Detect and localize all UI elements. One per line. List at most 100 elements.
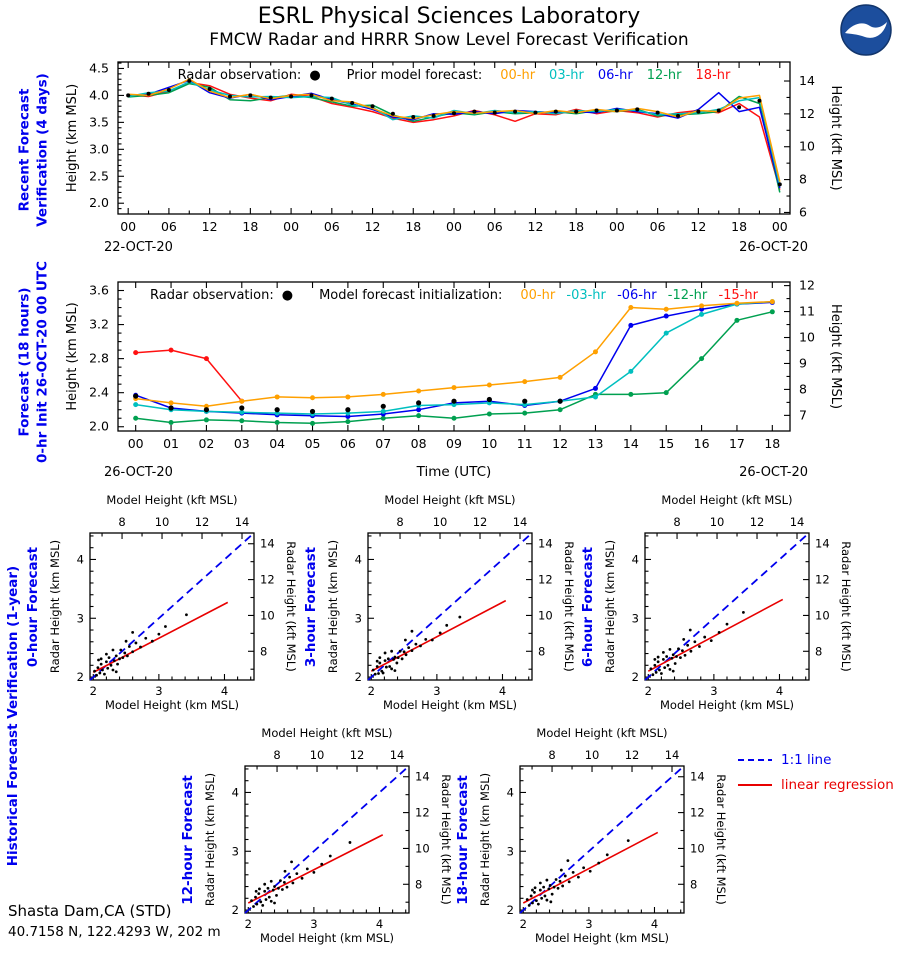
svg-text:2: 2 bbox=[355, 670, 362, 684]
svg-text:14: 14 bbox=[623, 436, 639, 451]
legend-one-to-one-row: 1:1 line bbox=[737, 752, 894, 768]
forecast-panel-side-label: Forecast (18 hours) 0-hr Init 26-OCT-20 … bbox=[16, 261, 51, 463]
svg-text:4: 4 bbox=[77, 552, 84, 566]
svg-text:Radar observation:●Model forec: Radar observation: ● Model forecast initia… bbox=[150, 288, 759, 303]
svg-text:15: 15 bbox=[658, 436, 674, 451]
svg-text:8: 8 bbox=[538, 644, 545, 658]
scatter-12hour-chart: 2 3 4 2 3 4 8 10 12 14 8 10 12 14 Model Height (kft MS… bbox=[203, 726, 453, 945]
svg-text:04: 04 bbox=[269, 436, 285, 451]
forecast-panel-side-label-line1: Forecast (18 hours) bbox=[16, 287, 33, 437]
svg-text:12: 12 bbox=[202, 219, 218, 234]
svg-text:3: 3 bbox=[77, 611, 84, 625]
svg-text:18: 18 bbox=[568, 219, 584, 234]
svg-text:10: 10 bbox=[310, 748, 325, 762]
svg-text:Model Height (km MSL): Model Height (km MSL) bbox=[383, 698, 517, 712]
svg-text:4.5: 4.5 bbox=[89, 60, 109, 75]
svg-text:8: 8 bbox=[118, 515, 125, 529]
svg-text:4: 4 bbox=[355, 552, 362, 566]
svg-text:06: 06 bbox=[487, 219, 503, 234]
svg-text:12: 12 bbox=[415, 806, 430, 820]
svg-text:4: 4 bbox=[499, 684, 506, 698]
svg-text:3.2: 3.2 bbox=[89, 317, 109, 332]
svg-text:6: 6 bbox=[799, 204, 807, 219]
forecast-18h-chart: 00 01 02 03 04 05 06 07 08 09 10 11 12 13 14 15 16 17 18 2.… bbox=[65, 278, 843, 480]
svg-text:3: 3 bbox=[507, 844, 514, 858]
svg-text:3: 3 bbox=[632, 611, 639, 625]
forecast-panel-side-label-line2: 0-hr Init 26-OCT-20 00 UTC bbox=[34, 260, 50, 464]
svg-text:2: 2 bbox=[368, 684, 375, 698]
svg-text:Model Height (kft MSL): Model Height (kft MSL) bbox=[261, 726, 392, 740]
svg-text:2: 2 bbox=[245, 917, 252, 931]
svg-text:12: 12 bbox=[528, 219, 544, 234]
one-to-one-line-sample bbox=[738, 759, 772, 761]
page-title: ESRL Physical Sciences Laboratory bbox=[257, 4, 641, 29]
svg-text:Model Height (km MSL): Model Height (km MSL) bbox=[260, 931, 394, 945]
svg-text:06: 06 bbox=[650, 219, 666, 234]
svg-text:Radar Height (kft MSL): Radar Height (kft MSL) bbox=[839, 541, 853, 671]
svg-text:18: 18 bbox=[405, 219, 421, 234]
svg-text:00: 00 bbox=[609, 219, 625, 234]
svg-text:10: 10 bbox=[155, 515, 170, 529]
svg-text:2: 2 bbox=[507, 903, 514, 917]
svg-text:4: 4 bbox=[376, 917, 383, 931]
svg-text:03: 03 bbox=[234, 436, 250, 451]
svg-text:12: 12 bbox=[350, 748, 365, 762]
scatter-12h-side-label: 12-hour Forecast bbox=[180, 775, 197, 905]
svg-text:10: 10 bbox=[710, 515, 725, 529]
station-name: Shasta Dam,CA (STD) bbox=[8, 902, 172, 920]
station-info: Shasta Dam,CA (STD) 40.7158 N, 122.4293 … bbox=[8, 902, 221, 940]
svg-text:18: 18 bbox=[764, 436, 780, 451]
one-to-one-label: 1:1 line bbox=[781, 752, 832, 768]
recent-panel-side-label-line1: Recent Forecast bbox=[16, 88, 33, 212]
svg-text:06: 06 bbox=[161, 219, 177, 234]
svg-text:4: 4 bbox=[632, 552, 639, 566]
svg-text:12: 12 bbox=[195, 515, 210, 529]
svg-text:12: 12 bbox=[625, 748, 640, 762]
svg-text:12: 12 bbox=[799, 278, 815, 293]
svg-text:12: 12 bbox=[750, 515, 765, 529]
svg-text:26-OCT-20: 26-OCT-20 bbox=[739, 465, 808, 480]
recent-panel-side-label-line2: Verification (4 days) bbox=[34, 73, 50, 227]
svg-text:12: 12 bbox=[690, 219, 706, 234]
scatter-18hour-chart: 2 3 4 2 3 4 8 10 12 14 8 10 12 14 Model Height (kft MS… bbox=[478, 726, 728, 945]
svg-text:18: 18 bbox=[242, 219, 258, 234]
svg-text:12: 12 bbox=[815, 573, 830, 587]
svg-text:26-OCT-20: 26-OCT-20 bbox=[104, 465, 173, 480]
svg-text:4.0: 4.0 bbox=[89, 87, 109, 102]
svg-text:Radar Height (km MSL): Radar Height (km MSL) bbox=[203, 773, 217, 906]
svg-text:07: 07 bbox=[375, 436, 391, 451]
svg-text:2: 2 bbox=[77, 670, 84, 684]
svg-text:14: 14 bbox=[815, 537, 830, 551]
scatter-3hour-chart: 2 3 4 2 3 4 8 10 12 14 8 10 12 14 Model Height (kft MS… bbox=[326, 493, 576, 712]
scatter-18h-side-label: 18-hour Forecast bbox=[455, 775, 472, 905]
noaa-logo bbox=[840, 4, 892, 56]
svg-text:26-OCT-20: 26-OCT-20 bbox=[739, 240, 808, 255]
svg-text:8: 8 bbox=[273, 748, 280, 762]
svg-text:10: 10 bbox=[433, 515, 448, 529]
svg-text:3: 3 bbox=[433, 684, 440, 698]
svg-text:8: 8 bbox=[690, 877, 697, 891]
svg-text:Height (km MSL): Height (km MSL) bbox=[65, 84, 80, 192]
svg-text:Radar Height (kft MSL): Radar Height (kft MSL) bbox=[284, 541, 298, 671]
scatter-0hour-chart: 2 3 4 2 3 4 8 10 12 14 8 10 12 14 Model Height (kft MS… bbox=[48, 493, 298, 712]
svg-text:08: 08 bbox=[411, 436, 427, 451]
svg-text:00: 00 bbox=[128, 436, 144, 451]
svg-text:12: 12 bbox=[365, 219, 381, 234]
svg-text:4: 4 bbox=[507, 785, 514, 799]
regression-label: linear regression bbox=[781, 777, 894, 793]
svg-text:Model Height (km MSL): Model Height (km MSL) bbox=[660, 698, 794, 712]
svg-text:14: 14 bbox=[538, 537, 553, 551]
svg-text:Radar Height (km MSL): Radar Height (km MSL) bbox=[478, 773, 492, 906]
svg-text:8: 8 bbox=[799, 172, 807, 187]
svg-text:11: 11 bbox=[799, 304, 815, 319]
svg-text:14: 14 bbox=[415, 770, 430, 784]
svg-text:4: 4 bbox=[221, 684, 228, 698]
svg-text:Height (km MSL): Height (km MSL) bbox=[65, 302, 80, 410]
svg-text:12: 12 bbox=[552, 436, 568, 451]
svg-text:Height (kft MSL): Height (kft MSL) bbox=[828, 304, 843, 409]
svg-text:Model Height (km MSL): Model Height (km MSL) bbox=[105, 698, 239, 712]
svg-text:8: 8 bbox=[396, 515, 403, 529]
svg-text:Radar Height (kft MSL): Radar Height (kft MSL) bbox=[439, 774, 453, 904]
svg-text:2: 2 bbox=[632, 670, 639, 684]
svg-text:2.0: 2.0 bbox=[89, 419, 109, 434]
